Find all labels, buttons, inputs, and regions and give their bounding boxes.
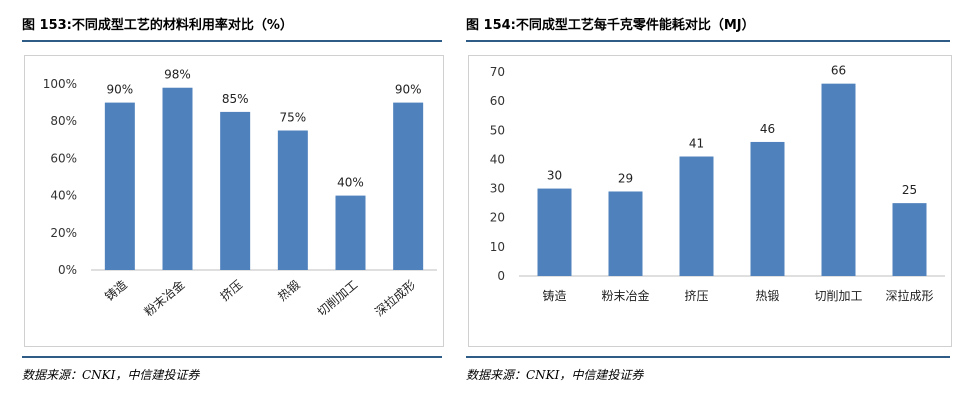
bar xyxy=(679,156,714,276)
figure-154-bottom-rule xyxy=(466,356,950,358)
category-label: 铸造 xyxy=(102,277,130,304)
figure-154-title: 图 154:不同成型工艺每千克零件能耗对比（MJ） xyxy=(466,18,755,33)
category-label: 切削加工 xyxy=(814,289,862,303)
y-tick-label: 0% xyxy=(58,263,77,277)
y-tick-label: 50 xyxy=(490,123,505,137)
figure-153-chart-frame: 0% 20% 40% 60% 80% 100% 90% 铸造 98% 粉末冶金 85% 挤压 75% 热锻… xyxy=(24,55,444,347)
data-label: 30 xyxy=(547,169,562,183)
material-utilization-chart: 0% 20% 40% 60% 80% 100% 90% 铸造 98% 粉末冶金 85% 挤压 75% 热锻… xyxy=(43,68,437,320)
figure-153-bottom-rule xyxy=(22,356,442,358)
data-label: 25 xyxy=(902,183,917,197)
y-tick-label: 30 xyxy=(490,182,505,196)
y-tick-label: 20 xyxy=(490,211,505,225)
y-tick-label: 0 xyxy=(497,269,505,283)
y-tick-label: 20% xyxy=(50,226,77,240)
bar xyxy=(750,141,785,276)
y-tick-label: 40 xyxy=(490,152,505,166)
category-label: 粉末冶金 xyxy=(141,277,187,319)
data-label: 46 xyxy=(760,122,775,136)
energy-consumption-chart: 0 10 20 30 40 50 60 70 30 铸造 29 粉末冶金 41 挤压 46 热锻 66 切削加工 2… xyxy=(490,64,945,303)
data-label: 90% xyxy=(395,83,422,97)
bar xyxy=(608,191,643,276)
category-label: 深拉成形 xyxy=(372,277,418,319)
data-label: 75% xyxy=(279,111,306,125)
data-label: 98% xyxy=(164,68,191,82)
figure-153-title: 图 153:不同成型工艺的材料利用率对比（%） xyxy=(22,18,293,33)
bar xyxy=(821,83,856,277)
figure-153-title-rule xyxy=(22,40,442,42)
figure-154-source: 数据来源：CNKI，中信建投证券 xyxy=(466,368,644,382)
category-label: 粉末冶金 xyxy=(601,288,649,303)
bar xyxy=(220,111,251,271)
bar xyxy=(277,130,308,270)
y-tick-label: 40% xyxy=(50,189,77,203)
y-tick-label: 70 xyxy=(490,65,505,79)
bar xyxy=(162,87,193,270)
bar xyxy=(892,203,927,276)
category-label: 切削加工 xyxy=(315,278,361,320)
category-label: 挤压 xyxy=(684,288,708,303)
data-label: 41 xyxy=(689,137,704,151)
data-label: 29 xyxy=(618,171,633,185)
category-label: 热锻 xyxy=(755,289,779,303)
figure-153: 图 153:不同成型工艺的材料利用率对比（%） 0% 20% 40% 60% 80% 10… xyxy=(0,0,470,400)
data-label: 40% xyxy=(337,176,364,190)
figure-153-source: 数据来源：CNKI，中信建投证券 xyxy=(22,368,200,382)
bar xyxy=(537,188,572,276)
bar xyxy=(335,195,366,270)
data-label: 90% xyxy=(106,83,133,97)
category-label: 深拉成形 xyxy=(885,288,933,303)
y-tick-label: 100% xyxy=(43,77,77,91)
y-tick-label: 10 xyxy=(490,240,505,254)
category-label: 热锻 xyxy=(275,278,302,304)
y-tick-label: 80% xyxy=(50,114,77,128)
figure-154: 图 154:不同成型工艺每千克零件能耗对比（MJ） 0 10 20 30 40 50 60 7… xyxy=(458,0,960,400)
category-label: 挤压 xyxy=(217,277,245,304)
data-label: 85% xyxy=(222,92,249,106)
figure-154-chart-frame: 0 10 20 30 40 50 60 70 30 铸造 29 粉末冶金 41 挤压 46 热锻 66 切削加工 2… xyxy=(468,55,952,347)
y-tick-label: 60 xyxy=(490,94,505,108)
y-tick-label: 60% xyxy=(50,151,77,165)
figure-154-title-rule xyxy=(466,40,950,42)
data-label: 66 xyxy=(831,64,846,78)
bar xyxy=(393,102,424,270)
category-label: 铸造 xyxy=(542,288,566,303)
bar xyxy=(104,102,135,270)
